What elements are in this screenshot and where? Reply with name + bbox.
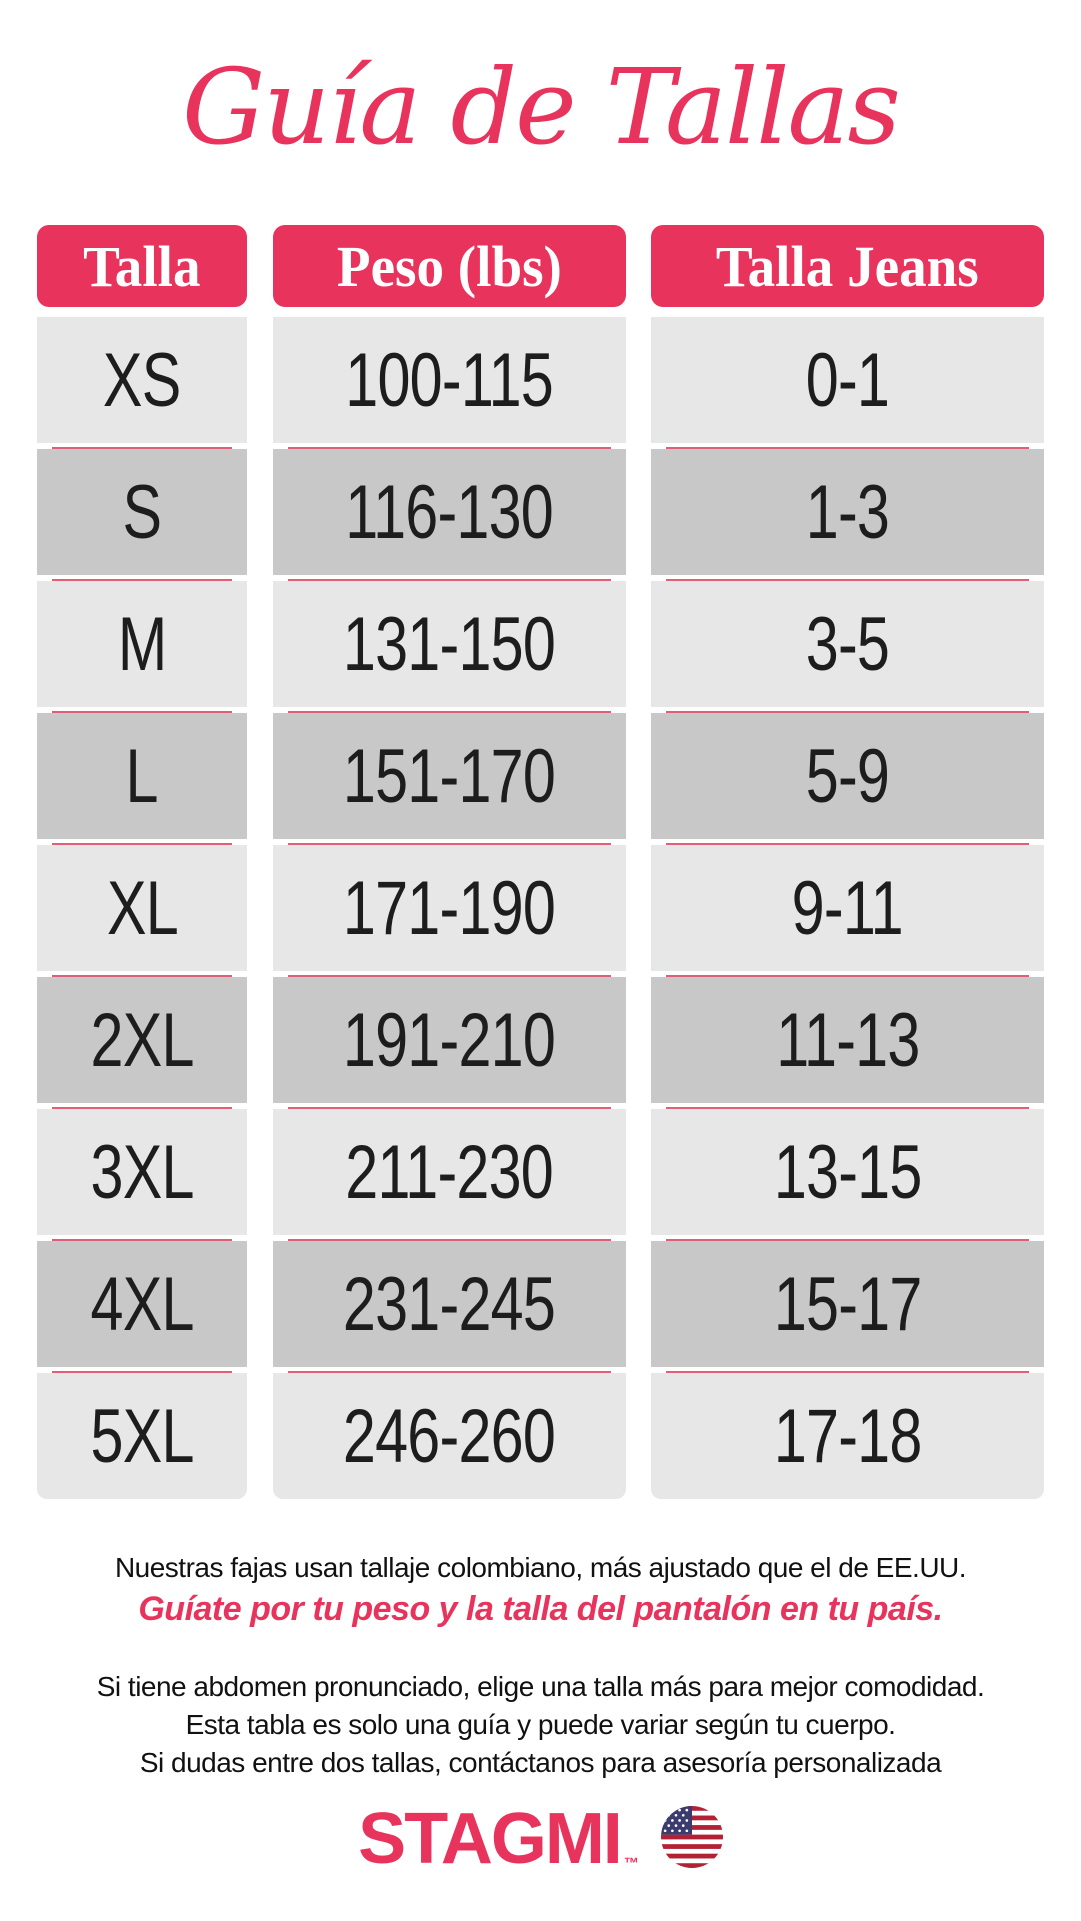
table-cell-peso-2xl: 191-210 (272, 975, 626, 1103)
table-cell-talla-xs: XS (37, 317, 247, 443)
table-cell-jeans-l: 5-9 (651, 711, 1044, 839)
table-cell-peso-l: 151-170 (272, 711, 626, 839)
table-cell-talla-4xl: 4XL (37, 1239, 247, 1367)
column-header-peso: Peso (lbs) (272, 225, 626, 307)
note-contact: Si dudas entre dos tallas, contáctanos p… (139, 1747, 942, 1778)
column-peso: Peso (lbs) 100-115 116-130 131-150 151-1… (272, 225, 626, 1499)
table-cell-talla-xl: XL (37, 843, 247, 971)
column-jeans: Talla Jeans 0-1 1-3 3-5 5-9 9-11 11-13 1… (651, 225, 1044, 1499)
size-table: Talla XS S M L XL 2XL 3XL 4XL 5XL Peso (… (37, 225, 1044, 1499)
table-cell-jeans-3xl: 13-15 (651, 1107, 1044, 1235)
table-cell-talla-m: M (37, 579, 247, 707)
column-header-talla: Talla (37, 225, 247, 307)
table-cell-jeans-xs: 0-1 (651, 317, 1044, 443)
column-header-label: Talla Jeans (716, 233, 979, 299)
table-cell-jeans-s: 1-3 (651, 447, 1044, 575)
note-sizing-standard: Nuestras fajas usan tallaje colombiano, … (114, 1552, 967, 1583)
column-talla: Talla XS S M L XL 2XL 3XL 4XL 5XL (37, 225, 247, 1499)
brand-row: STAGMI ™ (0, 1796, 1081, 1882)
note-highlight: Guíate por tu peso y la talla del pantal… (138, 1590, 943, 1628)
column-header-label: Talla (83, 233, 201, 299)
table-cell-jeans-2xl: 11-13 (651, 975, 1044, 1103)
table-cell-peso-xl: 171-190 (272, 843, 626, 971)
column-header-jeans: Talla Jeans (651, 225, 1044, 307)
table-cell-peso-m: 131-150 (272, 579, 626, 707)
notes-block: Si tiene abdomen pronunciado, elige una … (0, 1668, 1081, 1782)
table-cell-jeans-5xl: 17-18 (651, 1371, 1044, 1499)
table-cell-talla-5xl: 5XL (37, 1371, 247, 1499)
table-cell-talla-s: S (37, 447, 247, 575)
table-cell-peso-4xl: 231-245 (272, 1239, 626, 1367)
table-cell-jeans-4xl: 15-17 (651, 1239, 1044, 1367)
table-cell-peso-3xl: 211-230 (272, 1107, 626, 1235)
us-flag-icon (660, 1806, 723, 1868)
table-cell-peso-xs: 100-115 (272, 317, 626, 443)
table-cell-peso-5xl: 246-260 (272, 1371, 626, 1499)
page-title: Guía de Tallas (182, 46, 901, 168)
table-cell-jeans-m: 3-5 (651, 579, 1044, 707)
note-guide-only: Esta tabla es solo una guía y puede vari… (185, 1709, 896, 1740)
table-cell-talla-2xl: 2XL (37, 975, 247, 1103)
column-header-label: Peso (lbs) (336, 233, 562, 299)
table-cell-jeans-xl: 9-11 (651, 843, 1044, 971)
note-abdomen: Si tiene abdomen pronunciado, elige una … (96, 1671, 985, 1702)
table-cell-talla-l: L (37, 711, 247, 839)
brand-logo: STAGMI (358, 1799, 623, 1879)
table-cell-peso-s: 116-130 (272, 447, 626, 575)
trademark-symbol: ™ (623, 1855, 639, 1872)
table-cell-talla-3xl: 3XL (37, 1107, 247, 1235)
